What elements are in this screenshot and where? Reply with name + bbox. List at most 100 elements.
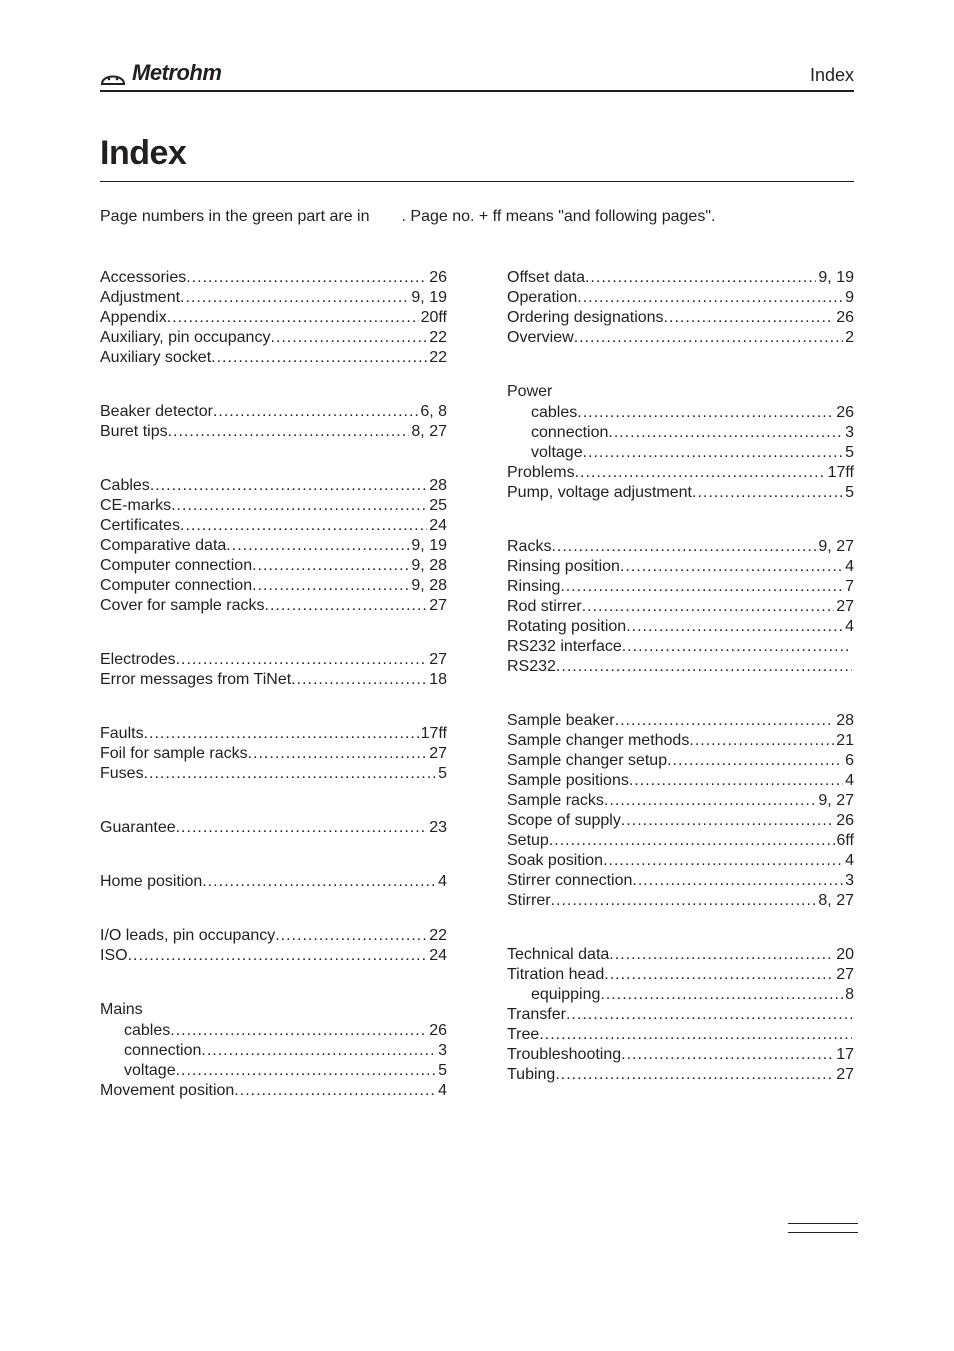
index-entry-page: 20ff — [419, 308, 447, 328]
index-entry-page: 27 — [834, 597, 854, 617]
index-entry-label: ISO — [100, 946, 128, 966]
index-entry: Racks9, 27 — [507, 537, 854, 557]
index-entry: Foil for sample racks27 — [100, 744, 447, 764]
index-entry: Cables28 — [100, 476, 447, 496]
index-entry: Stirrer connection 3 — [507, 871, 854, 891]
index-entry-label: Adjustment — [100, 288, 180, 308]
index-entry-leader — [128, 946, 428, 966]
index-entry-page: 9, 28 — [409, 556, 447, 576]
index-entry-leader — [603, 851, 843, 871]
index-entry-leader — [575, 463, 826, 483]
index-entry-label: Sample changer setup — [507, 751, 667, 771]
index-entry-label: Racks — [507, 537, 551, 557]
index-entry-page: 3 — [436, 1041, 447, 1061]
index-entry-leader — [275, 926, 427, 946]
index-entry-leader — [621, 811, 834, 831]
index-entry: Rinsing position 4 — [507, 557, 854, 577]
index-entry-label: connection — [124, 1041, 201, 1061]
index-entry: connection 3 — [100, 1041, 447, 1061]
index-entry-label: Rotating position — [507, 617, 626, 637]
index-entry-page: 5 — [436, 1061, 447, 1081]
index-group: Technical data20Titration head27equippin… — [507, 945, 854, 1085]
index-entry: Rod stirrer27 — [507, 597, 854, 617]
index-entry: voltage 5 — [100, 1061, 447, 1081]
footer-mark — [788, 1223, 858, 1241]
index-group: Sample beaker28Sample changer methods21S… — [507, 711, 854, 911]
index-entry-leader — [621, 1045, 834, 1065]
index-entry: RS232 — [507, 657, 854, 677]
index-entry-label: Movement position — [100, 1081, 234, 1101]
index-group: Beaker detector6, 8Buret tips8, 27 — [100, 402, 447, 442]
brand: Metrohm — [100, 60, 221, 86]
index-entry-label: Auxiliary, pin occupancy — [100, 328, 270, 348]
index-entry-label: Beaker detector — [100, 402, 213, 422]
index-entry: cables26 — [100, 1021, 447, 1041]
index-entry: Electrodes27 — [100, 650, 447, 670]
index-entry: Problems17ff — [507, 463, 854, 483]
index-group: Electrodes27Error messages from TiNet18 — [100, 650, 447, 690]
page-title: Index — [100, 134, 854, 173]
index-entry-page: 24 — [427, 516, 447, 536]
index-entry-page: 9, 19 — [409, 536, 447, 556]
index-entry-label: equipping — [531, 985, 600, 1005]
index-entry-page: 6, 8 — [418, 402, 447, 422]
index-entry-leader — [566, 1005, 852, 1025]
index-entry-leader — [664, 308, 835, 328]
index-entry-leader — [168, 422, 410, 442]
brand-name: Metrohm — [132, 60, 221, 86]
index-entry-leader — [180, 516, 427, 536]
index-entry-label: Stirrer connection — [507, 871, 632, 891]
index-entry-label: Foil for sample racks — [100, 744, 248, 764]
index-entry-page: 8 — [843, 985, 854, 1005]
index-entry: Sample changer methods 21 — [507, 731, 854, 751]
index-entry-label: Sample beaker — [507, 711, 615, 731]
index-group: I/O leads, pin occupancy22ISO24 — [100, 926, 447, 966]
index-entry-label: Transfer — [507, 1005, 566, 1025]
index-entry-leader — [213, 402, 418, 422]
index-group: Powercables26connection3voltage5Problems… — [507, 382, 854, 503]
index-group: Racks9, 27Rinsing position4Rinsing7Rod s… — [507, 537, 854, 677]
index-entry: Faults17ff — [100, 724, 447, 744]
index-entry-page: 3 — [843, 871, 854, 891]
index-entry-leader — [583, 443, 844, 463]
index-entry-leader — [629, 771, 843, 791]
intro-text: Page numbers in the green part are in . … — [100, 208, 854, 226]
index-entry-label: Computer connection — [100, 576, 252, 596]
index-entry-label: Fuses — [100, 764, 144, 784]
index-entry-page: 7 — [843, 577, 854, 597]
index-entry-leader — [202, 872, 436, 892]
index-group: Home position4 — [100, 872, 447, 892]
index-entry-leader — [600, 985, 843, 1005]
index-entry-leader — [574, 328, 843, 348]
index-entry: Computer connection9, 28 — [100, 576, 447, 596]
index-entry-page: 4 — [843, 557, 854, 577]
index-entry-page: 4 — [843, 771, 854, 791]
index-entry-label: Sample changer methods — [507, 731, 689, 751]
index-entry-page: 6ff — [835, 831, 855, 851]
index-entry-page: 27 — [834, 965, 854, 985]
index-entry-leader — [615, 711, 835, 731]
index-entry-page: 3 — [843, 423, 854, 443]
index-entry-label: Soak position — [507, 851, 603, 871]
index-entry-label: Rinsing position — [507, 557, 620, 577]
title-rule — [100, 181, 854, 182]
index-entry-label: voltage — [124, 1061, 176, 1081]
index-entry-leader — [170, 1021, 427, 1041]
index-entry-page: 25 — [427, 496, 447, 516]
index-entry-leader — [252, 556, 409, 576]
index-entry-page: 8, 27 — [816, 891, 854, 911]
index-entry-label: Titration head — [507, 965, 604, 985]
index-entry: Offset data9, 19 — [507, 268, 854, 288]
brand-icon — [100, 66, 126, 86]
intro-left: Page numbers in the green part are in — [100, 208, 370, 226]
index-entry-page: 21 — [834, 731, 854, 751]
index-entry-leader — [167, 308, 419, 328]
index-entry-leader — [577, 403, 834, 423]
index-entry-label: Accessories — [100, 268, 186, 288]
index-entry: Pump, voltage adjustment5 — [507, 483, 854, 503]
index-entry-leader — [692, 483, 843, 503]
index-entry-leader — [608, 423, 843, 443]
index-entry-page: 9 — [843, 288, 854, 308]
index-entry: ISO24 — [100, 946, 447, 966]
header-section-label: Index — [810, 65, 854, 86]
